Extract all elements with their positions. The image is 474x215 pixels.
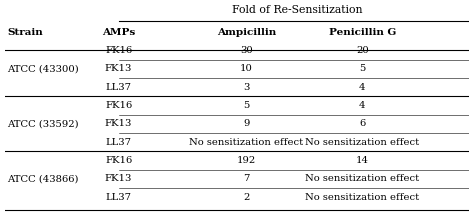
Text: FK16: FK16 bbox=[105, 46, 132, 55]
Text: 192: 192 bbox=[237, 156, 256, 165]
Text: ATCC (33592): ATCC (33592) bbox=[7, 120, 79, 128]
Text: 3: 3 bbox=[243, 83, 249, 92]
Text: No sensitization effect: No sensitization effect bbox=[305, 138, 419, 147]
Text: Penicillin G: Penicillin G bbox=[329, 28, 396, 37]
Text: 20: 20 bbox=[356, 46, 369, 55]
Text: Strain: Strain bbox=[7, 28, 43, 37]
Text: 7: 7 bbox=[243, 174, 249, 183]
Text: 10: 10 bbox=[240, 64, 253, 74]
Text: Ampicillin: Ampicillin bbox=[217, 28, 276, 37]
Text: FK16: FK16 bbox=[105, 101, 132, 110]
Text: 6: 6 bbox=[359, 120, 365, 128]
Text: LL37: LL37 bbox=[106, 138, 132, 147]
Text: FK16: FK16 bbox=[105, 156, 132, 165]
Text: AMPs: AMPs bbox=[102, 28, 135, 37]
Text: FK13: FK13 bbox=[105, 64, 132, 74]
Text: No sensitization effect: No sensitization effect bbox=[189, 138, 303, 147]
Text: 5: 5 bbox=[243, 101, 249, 110]
Text: 2: 2 bbox=[243, 193, 249, 202]
Text: 4: 4 bbox=[359, 101, 365, 110]
Text: LL37: LL37 bbox=[106, 193, 132, 202]
Text: 9: 9 bbox=[243, 120, 249, 128]
Text: No sensitization effect: No sensitization effect bbox=[305, 174, 419, 183]
Text: 4: 4 bbox=[359, 83, 365, 92]
Text: Fold of Re-Sensitization: Fold of Re-Sensitization bbox=[232, 5, 363, 15]
Text: ATCC (43866): ATCC (43866) bbox=[7, 174, 79, 183]
Text: ATCC (43300): ATCC (43300) bbox=[7, 64, 79, 74]
Text: 30: 30 bbox=[240, 46, 253, 55]
Text: FK13: FK13 bbox=[105, 120, 132, 128]
Text: 14: 14 bbox=[356, 156, 369, 165]
Text: LL37: LL37 bbox=[106, 83, 132, 92]
Text: 5: 5 bbox=[359, 64, 365, 74]
Text: No sensitization effect: No sensitization effect bbox=[305, 193, 419, 202]
Text: FK13: FK13 bbox=[105, 174, 132, 183]
